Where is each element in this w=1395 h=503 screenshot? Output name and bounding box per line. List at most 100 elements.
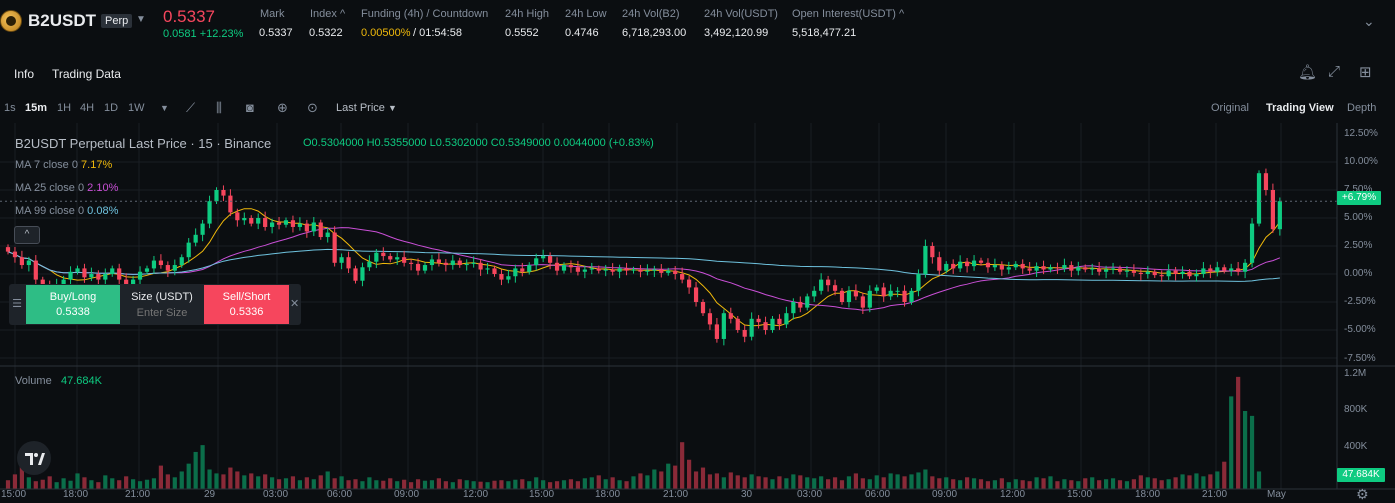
timeframe-15m[interactable]: 15m: [25, 102, 48, 114]
volume-bar: [693, 471, 699, 489]
candle-body: [554, 262, 560, 271]
candle-body: [624, 268, 629, 271]
candle-body: [1173, 270, 1178, 274]
volume-bar: [388, 478, 393, 489]
buy-long-button[interactable]: Buy/Long 0.5338: [26, 285, 120, 324]
time-axis-tick: 29: [204, 489, 216, 500]
volume-bar: [1062, 479, 1067, 489]
candle-body: [1006, 267, 1011, 270]
volume-bar: [1027, 481, 1032, 489]
candle-body: [645, 270, 650, 272]
add-icon[interactable]: ⊕: [277, 100, 288, 115]
candle-body: [89, 274, 94, 278]
drag-handle-icon[interactable]: ☰: [12, 298, 22, 310]
collapse-legend-button[interactable]: ^: [14, 226, 40, 244]
candle-body: [1159, 275, 1164, 277]
candle-body: [714, 324, 719, 339]
candle-body: [1055, 267, 1060, 269]
expand-chevron-icon[interactable]: ⌄: [1363, 13, 1375, 29]
volume-bar: [735, 475, 740, 489]
symbol-dropdown-caret-icon[interactable]: ▼: [136, 14, 146, 25]
candle-body: [777, 318, 782, 325]
size-input[interactable]: [120, 306, 204, 320]
timeframe-4h[interactable]: 4H: [80, 102, 95, 114]
ticker-header: B2USDT Perp ▼ 0.5337 0.0581 +12.23% Mark…: [0, 0, 1395, 52]
tab-trading-data[interactable]: Trading Data: [52, 67, 121, 81]
volume-bar: [304, 477, 309, 489]
candle-body: [103, 274, 108, 280]
funding-label: Funding (4h) / Countdown: [361, 8, 489, 20]
volume-bar: [422, 480, 428, 489]
volume-bar: [770, 479, 775, 489]
volume-bar: [374, 480, 379, 489]
volume-bar: [1208, 474, 1213, 489]
candle-body: [742, 330, 747, 337]
candle-body: [19, 257, 24, 266]
volume-bar: [214, 473, 219, 489]
candle-body: [290, 220, 296, 227]
compare-icon[interactable]: ⊙: [307, 100, 318, 115]
mark-value: 0.5337: [259, 27, 293, 39]
candle-body: [165, 265, 170, 271]
candle-body: [193, 234, 198, 243]
time-axis-tick: 09:00: [932, 489, 958, 500]
volume-axis-tick: 800K: [1344, 404, 1368, 415]
indicators-icon[interactable]: ⟋: [186, 100, 196, 115]
view-original[interactable]: Original: [1211, 102, 1249, 114]
tradingview-logo-icon[interactable]: [17, 441, 51, 475]
candle-body: [1117, 268, 1123, 272]
timeframe-1h[interactable]: 1H: [57, 102, 72, 114]
time-axis-tick: 15:00: [1067, 489, 1093, 500]
time-axis-tick: 03:00: [263, 489, 289, 500]
current-volume-tag: 47.684K: [1337, 468, 1385, 482]
volume-bar: [450, 482, 455, 489]
tab-info[interactable]: Info: [14, 67, 35, 81]
view-depth[interactable]: Depth: [1347, 102, 1377, 114]
ma7-row[interactable]: MA 7 close 0 7.17%: [15, 159, 112, 171]
view-trading-view[interactable]: Trading View: [1266, 102, 1334, 114]
candle-body: [450, 260, 455, 266]
candle-body: [1062, 265, 1067, 269]
volume-bar: [311, 479, 316, 489]
volume-bar: [631, 476, 636, 489]
candle-body: [881, 287, 886, 297]
candle-body: [339, 257, 344, 263]
volume-bar: [638, 473, 643, 489]
settings-gear-icon[interactable]: ⚙: [1356, 486, 1369, 502]
ma99-row[interactable]: MA 99 close 0 0.08%: [15, 205, 118, 217]
volume-bar: [819, 476, 824, 489]
volume-bar: [978, 479, 984, 489]
volume-bar: [1166, 479, 1171, 489]
candle-body: [846, 290, 852, 302]
price-type-select[interactable]: Last Price ▼: [336, 102, 397, 114]
candle-body: [1145, 271, 1150, 274]
volume-bar: [1229, 396, 1234, 489]
candle-body: [318, 222, 323, 238]
volume-bar: [1187, 475, 1192, 489]
timeframe-1w[interactable]: 1W: [128, 102, 145, 114]
candle-body: [415, 263, 421, 271]
volume-bar: [839, 480, 845, 489]
close-icon[interactable]: ✕: [290, 298, 300, 310]
volume-bar: [1124, 481, 1130, 489]
candle-body: [1187, 271, 1192, 277]
index-label[interactable]: Index ^: [310, 8, 346, 20]
timeframe-1s[interactable]: 1s: [4, 102, 16, 114]
ma25-row[interactable]: MA 25 close 0 2.10%: [15, 182, 118, 194]
camera-icon[interactable]: ◙: [246, 100, 254, 115]
layout-grid-icon[interactable]: ⊞: [1359, 64, 1372, 81]
sell-short-button[interactable]: Sell/Short 0.5336: [204, 285, 289, 324]
volume-bar: [19, 461, 24, 489]
fullscreen-icon[interactable]: ⤢: [1328, 63, 1341, 80]
more-timeframes-caret-icon[interactable]: ▼: [160, 103, 169, 113]
symbol-name[interactable]: B2USDT: [28, 11, 97, 30]
open-interest-label[interactable]: Open Interest(USDT) ^: [792, 8, 905, 20]
candle-type-icon[interactable]: ⫼: [216, 100, 222, 115]
candle-body: [999, 265, 1004, 270]
volume-bar: [1201, 476, 1206, 489]
timeframe-1d[interactable]: 1D: [104, 102, 119, 114]
volume-bar: [297, 480, 302, 489]
volume-bar: [832, 477, 838, 489]
bell-icon[interactable]: 🔔︎: [1298, 64, 1318, 81]
candle-body: [666, 270, 671, 273]
